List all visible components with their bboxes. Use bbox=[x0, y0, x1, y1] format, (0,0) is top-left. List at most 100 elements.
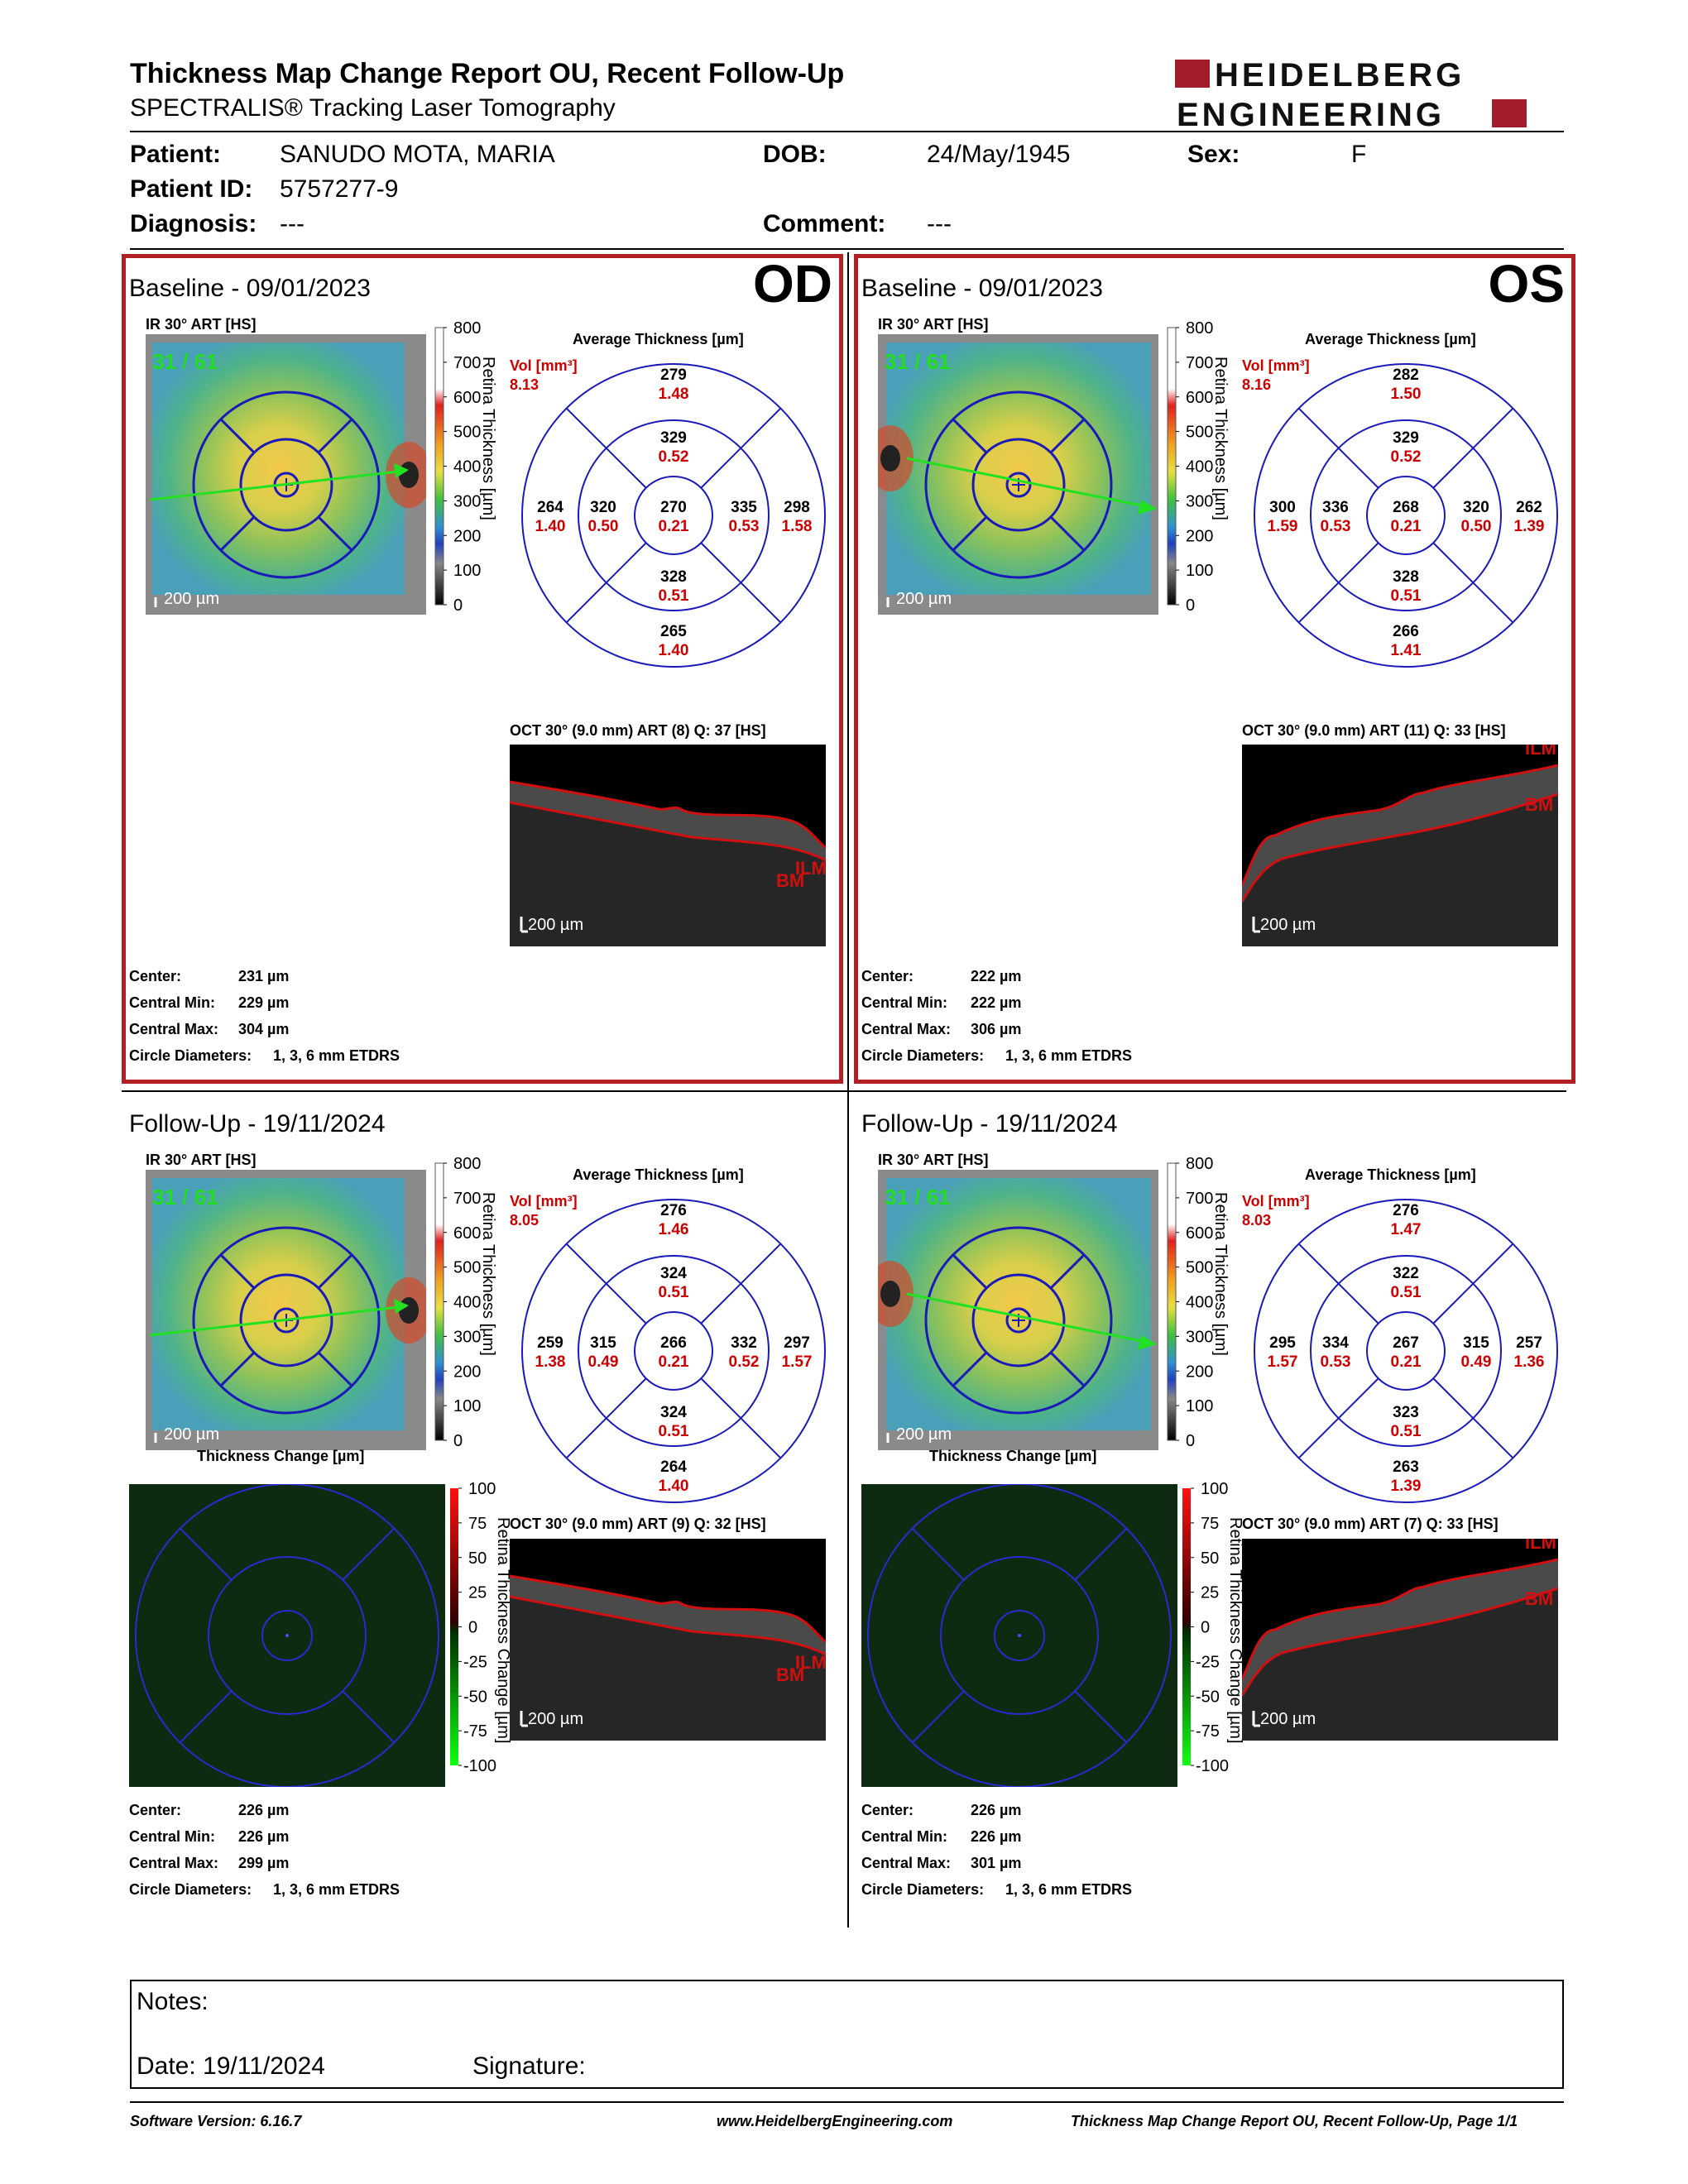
sector-thickness-left-inner: 315 bbox=[590, 1334, 616, 1352]
vol-label: Vol [mm³] bbox=[510, 357, 578, 374]
etdrs-ring-1 bbox=[578, 1255, 770, 1447]
sector-thickness-left-outer: 295 bbox=[1269, 1334, 1296, 1352]
scale-axis-label: Retina Thickness Change [µm] bbox=[1226, 1517, 1244, 1744]
fundus-thickness-map[interactable]: 31 / 61 200 µm bbox=[878, 1170, 1158, 1450]
scale-tick-label: 400 bbox=[1186, 458, 1213, 477]
sector-volume-left-inner: 0.50 bbox=[588, 518, 619, 535]
scale-axis-label: Retina Thickness [µm] bbox=[1211, 357, 1230, 520]
thickness-change-map[interactable] bbox=[861, 1484, 1177, 1787]
os-baseline-frame bbox=[854, 254, 1575, 1084]
notes-label: Notes: bbox=[137, 1988, 209, 2015]
patient-divider bbox=[130, 248, 1564, 250]
scan-line bbox=[906, 457, 1155, 510]
sector-thickness-center: 270 bbox=[660, 499, 687, 516]
scan-line bbox=[149, 469, 407, 501]
sector-thickness-bottom-inner: 328 bbox=[1393, 568, 1419, 586]
sector-thickness-top-inner: 329 bbox=[660, 429, 687, 447]
sector-volume-bottom-inner: 0.51 bbox=[659, 587, 689, 605]
bm-line bbox=[510, 1595, 826, 1656]
patient-label: Patient: bbox=[130, 141, 222, 168]
stat-value-center: 231 µm bbox=[238, 968, 290, 984]
stat-label-central-min: Central Min: bbox=[129, 1828, 216, 1845]
oct-scale-label: 200 µm bbox=[1260, 916, 1316, 934]
panel-title: Follow-Up - 19/11/2024 bbox=[861, 1110, 1118, 1138]
thickness-overlay bbox=[152, 342, 405, 595]
sector-volume-center: 0.21 bbox=[1391, 1353, 1422, 1371]
sector-volume-top-inner: 0.52 bbox=[659, 448, 689, 466]
oct-label: OCT 30° (9.0 mm) ART (8) Q: 37 [HS] bbox=[510, 722, 766, 739]
sector-volume-left-inner: 0.49 bbox=[588, 1353, 619, 1371]
scale-tick-label: 300 bbox=[453, 1328, 481, 1346]
scale-tick-label: 700 bbox=[453, 1190, 481, 1208]
etdrs-circle-2 bbox=[1005, 1307, 1032, 1334]
vol-value: 8.13 bbox=[510, 376, 539, 393]
sector-volume-bottom-outer: 1.40 bbox=[659, 642, 689, 659]
fundus-thickness-map[interactable]: 31 / 61 200 µm bbox=[878, 334, 1158, 615]
scale-bar-label: 200 µm bbox=[164, 1425, 219, 1444]
bm-label: BM bbox=[1525, 1588, 1553, 1609]
etdrs-spoke-2 bbox=[219, 418, 256, 454]
signature-label: Signature: bbox=[472, 2052, 586, 2080]
sector-thickness-top-inner: 322 bbox=[1393, 1265, 1419, 1282]
stat-value-circles: 1, 3, 6 mm ETDRS bbox=[1005, 1047, 1133, 1064]
stat-label-center: Center: bbox=[129, 1802, 182, 1818]
sector-thickness-top-outer: 279 bbox=[660, 366, 687, 384]
thickness-change-map[interactable] bbox=[129, 1484, 445, 1787]
avg-thickness-label: Average Thickness [µm] bbox=[1305, 331, 1476, 347]
scale-tick-label: 200 bbox=[453, 527, 481, 545]
sector-thickness-bottom-inner: 324 bbox=[660, 1404, 687, 1421]
scale-tick-label: 300 bbox=[1186, 1328, 1213, 1346]
scale-tick-label: 100 bbox=[1201, 1480, 1228, 1498]
sector-volume-right-outer: 1.58 bbox=[782, 518, 813, 535]
change-ring-2 bbox=[994, 1610, 1045, 1661]
sector-thickness-left-inner: 336 bbox=[1322, 499, 1349, 516]
od-baseline-frame bbox=[122, 254, 843, 1084]
scan-arrow bbox=[394, 1299, 409, 1314]
sector-thickness-right-outer: 297 bbox=[784, 1334, 810, 1352]
sector-thickness-bottom-inner: 328 bbox=[660, 568, 687, 586]
thickness-change-label: Thickness Change [µm] bbox=[197, 1448, 365, 1464]
scale-tick-label: 100 bbox=[453, 1397, 481, 1415]
oct-scale-label: 200 µm bbox=[1260, 1710, 1316, 1728]
vol-value: 8.16 bbox=[1242, 376, 1272, 393]
sector-thickness-left-outer: 259 bbox=[537, 1334, 563, 1352]
fundus-thickness-map[interactable]: 31 / 61 200 µm bbox=[146, 1170, 426, 1450]
fundus-thickness-map[interactable]: 31 / 61 200 µm bbox=[146, 334, 426, 615]
website-link[interactable]: www.HeidelbergEngineering.com bbox=[717, 2113, 953, 2129]
sector-volume-top-inner: 0.52 bbox=[1391, 448, 1422, 466]
scale-bar-label: 200 µm bbox=[164, 590, 219, 608]
change-ring-0 bbox=[135, 1484, 439, 1787]
thickness-overlay bbox=[886, 1178, 1151, 1430]
scale-tick-label: 25 bbox=[1201, 1584, 1219, 1602]
oct-scale-label: 200 µm bbox=[528, 1710, 583, 1728]
stat-value-cmin: 226 µm bbox=[238, 1828, 290, 1845]
etdrs-spoke-2 bbox=[1297, 407, 1379, 489]
change-ring-1 bbox=[208, 1556, 367, 1715]
scale-tick-label: 300 bbox=[1186, 492, 1213, 510]
etdrs-ring-0 bbox=[1254, 1199, 1558, 1503]
scale-tick-label: 25 bbox=[468, 1584, 487, 1602]
stat-value-cmax: 304 µm bbox=[238, 1021, 290, 1037]
etdrs-spoke-1 bbox=[1297, 1377, 1379, 1459]
scale-tick-label: 700 bbox=[453, 354, 481, 372]
stat-value-cmax: 306 µm bbox=[971, 1021, 1022, 1037]
sector-thickness-top-outer: 282 bbox=[1393, 366, 1419, 384]
dob-label: DOB: bbox=[763, 141, 827, 168]
stat-value-cmin: 222 µm bbox=[971, 994, 1022, 1011]
ilm-label: ILM bbox=[795, 858, 826, 879]
stat-label-center: Center: bbox=[129, 968, 182, 984]
etdrs-ring-1 bbox=[578, 419, 770, 611]
optic-cup bbox=[399, 1297, 419, 1324]
etdrs-ring-2 bbox=[634, 1311, 713, 1391]
etdrs-circle-1 bbox=[239, 1273, 333, 1367]
notes-box[interactable]: Notes: Date: 19/11/2024 Signature: bbox=[130, 1980, 1564, 2089]
sector-thickness-bottom-inner: 323 bbox=[1393, 1404, 1419, 1421]
ilm-line bbox=[1242, 1558, 1558, 1680]
etdrs-circle-2 bbox=[1005, 472, 1032, 498]
